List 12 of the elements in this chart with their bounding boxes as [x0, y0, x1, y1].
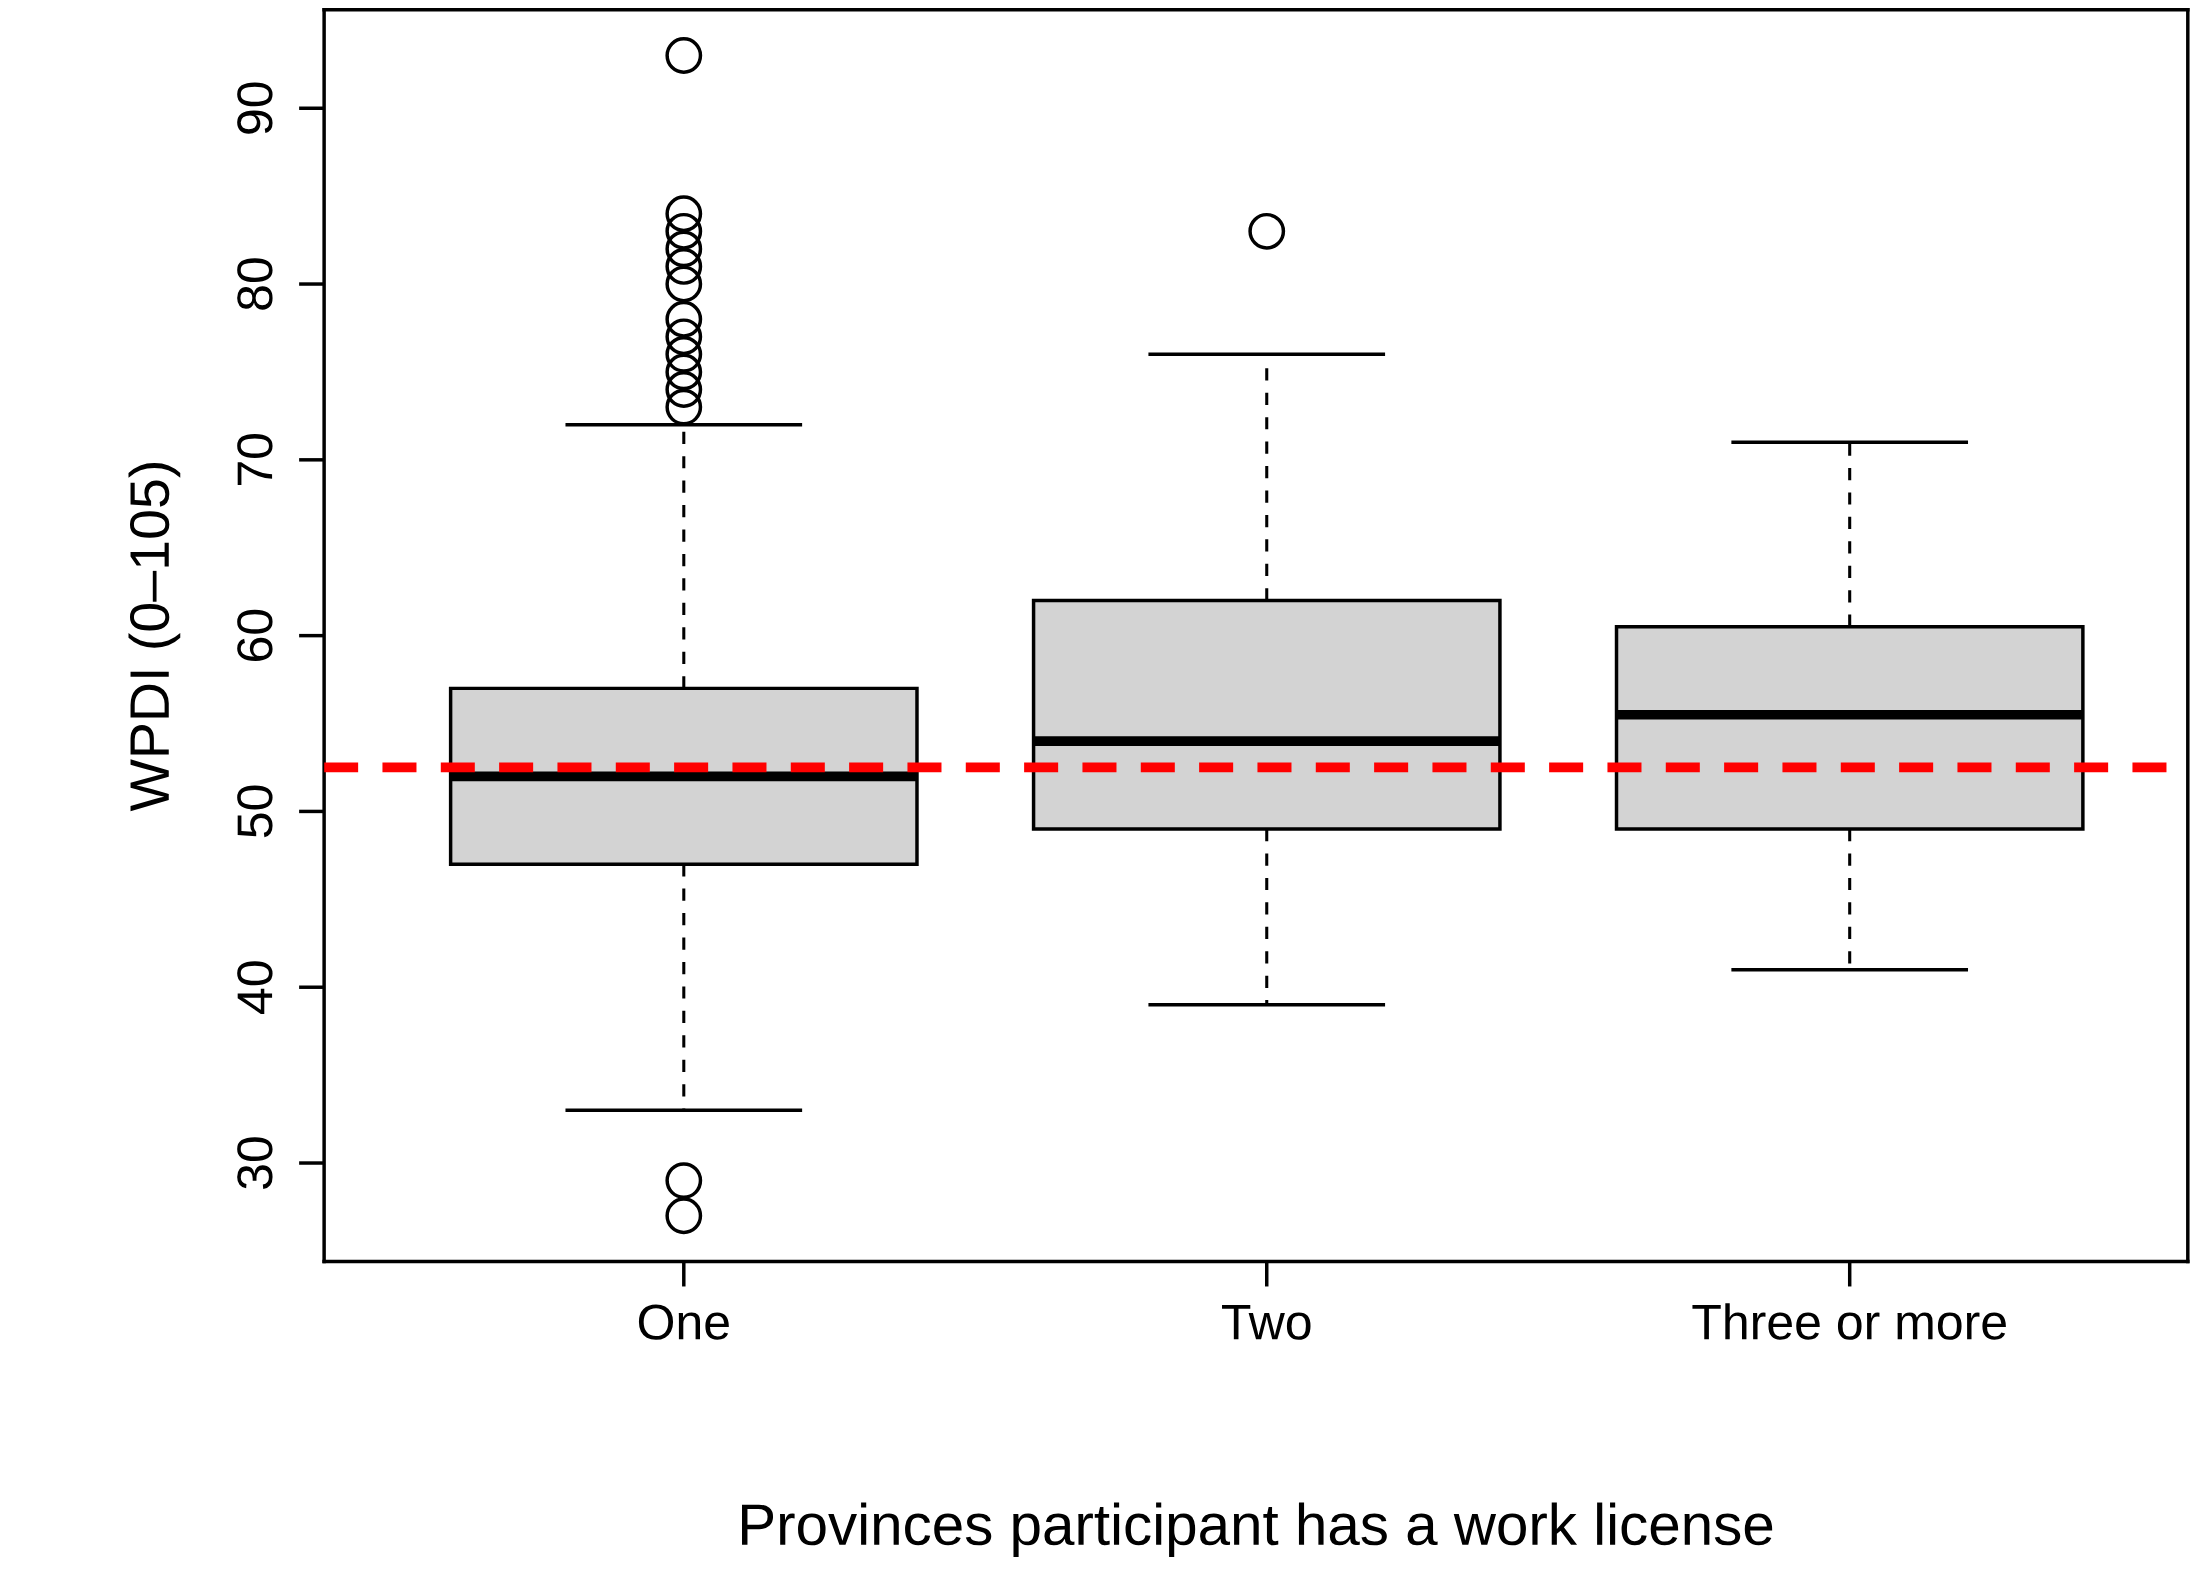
x-axis-title: Provinces participant has a work license [742, 1502, 1773, 1557]
x-tick-label: One [638, 1304, 729, 1340]
y-tick-label: 50 [237, 785, 273, 838]
y-tick-label: 80 [237, 258, 273, 310]
y-axis-title: WPDI (0–105) [128, 463, 181, 812]
y-tick-label: 90 [237, 82, 273, 134]
x-tick-label: Three or more [1692, 1303, 2006, 1340]
y-tick-label: 40 [237, 961, 273, 1014]
y-tick-label: 70 [237, 433, 273, 486]
y-tick-label: 60 [237, 609, 273, 661]
x-tick-label: Two [1222, 1304, 1311, 1340]
y-tick-label: 30 [237, 1137, 273, 1189]
